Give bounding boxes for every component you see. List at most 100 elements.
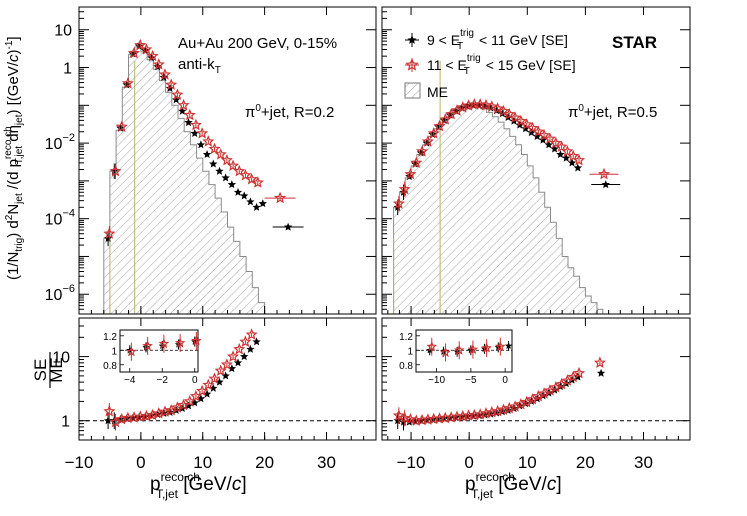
data-point — [274, 191, 287, 204]
data-point — [233, 342, 246, 355]
y-tick-label: 1 — [63, 61, 72, 78]
data-point — [427, 127, 440, 139]
panel-label-right: π0+jet, R=0.5 — [568, 103, 657, 121]
data-point — [233, 187, 243, 196]
data-point — [202, 150, 212, 159]
data-point — [183, 108, 196, 121]
data-point — [561, 145, 574, 157]
data-point — [214, 364, 227, 376]
data-point — [221, 173, 230, 182]
inset-data-point — [453, 344, 465, 355]
inset-y-tick-label: 0.8 — [103, 361, 117, 372]
data-point — [520, 118, 533, 130]
data-point — [597, 167, 611, 180]
data-point — [177, 98, 190, 111]
data-point — [252, 202, 261, 211]
inset-frame — [119, 329, 199, 373]
data-point — [121, 77, 134, 89]
ratio-numerator: SE — [31, 359, 50, 382]
inset-data-point — [467, 344, 479, 355]
data-point — [544, 140, 553, 149]
data-point — [421, 413, 434, 425]
algorithm-label: anti-kT — [178, 56, 221, 76]
x-tick-label: −10 — [397, 453, 426, 472]
data-point — [209, 159, 218, 168]
data-point — [526, 121, 539, 134]
data-point — [404, 167, 417, 180]
data-point — [178, 106, 187, 115]
data-point — [196, 127, 209, 139]
me-histogram-area — [103, 46, 266, 314]
series-right-top-1 — [392, 98, 619, 212]
data-point — [146, 49, 159, 62]
data-point — [392, 197, 405, 209]
x-axis-label-left: preco,ch T,jet [GeV/c] — [150, 470, 247, 501]
data-point — [103, 227, 116, 239]
data-point — [189, 118, 202, 131]
legend: 9 < Etrig T < 11 GeV [SE] 11 < Etrig T < 1… — [404, 28, 576, 100]
data-point — [190, 129, 199, 138]
y-tick-label: 10−4 — [45, 208, 75, 229]
inset-data-point — [481, 342, 492, 353]
x-tick-label: 0 — [464, 453, 473, 472]
data-point — [433, 119, 446, 132]
data-point — [550, 144, 559, 153]
legend-entry-1: 9 < Etrig T < 11 GeV [SE] — [427, 28, 568, 52]
data-point — [134, 38, 147, 51]
data-point — [134, 410, 147, 422]
inset-y-tick-label: 1 — [407, 346, 413, 357]
data-point — [462, 99, 475, 111]
x-tick-label: 20 — [576, 453, 595, 472]
data-point — [509, 111, 522, 123]
data-point — [208, 372, 221, 384]
data-point — [258, 199, 267, 208]
data-point — [485, 405, 498, 418]
data-point — [158, 68, 172, 80]
data-point — [214, 148, 227, 160]
data-point — [202, 378, 215, 391]
data-point — [171, 88, 184, 101]
x-tick-label: 10 — [193, 453, 212, 472]
data-point — [480, 406, 493, 419]
data-point — [227, 159, 240, 171]
me-histogram-layer — [103, 46, 615, 314]
inset-data-point — [495, 341, 506, 352]
inset-x-tick-label: −5 — [465, 375, 477, 386]
data-point — [140, 43, 153, 55]
data-point — [245, 328, 258, 340]
data-point — [596, 368, 606, 377]
data-point — [601, 180, 610, 189]
data-point — [220, 358, 233, 370]
experiment-label: STAR — [612, 33, 657, 52]
inset-data-point — [440, 346, 451, 358]
data-point — [239, 169, 252, 181]
data-point — [233, 164, 246, 177]
data-point — [103, 404, 116, 417]
y-tick-label: 10−6 — [45, 283, 75, 304]
series-left-ratio-1 — [103, 328, 258, 431]
legend-swatch-me — [404, 82, 421, 99]
inset-y-tick-label: 1.2 — [103, 332, 117, 343]
data-point — [398, 182, 411, 195]
x-tick-label: 0 — [136, 453, 145, 472]
me-histogram-left-top — [103, 46, 266, 314]
data-point — [393, 416, 402, 425]
y-axis-label-ratio: SE ME — [31, 352, 66, 388]
data-point — [283, 222, 293, 231]
data-point — [468, 408, 481, 421]
data-point — [184, 118, 193, 127]
data-point — [239, 335, 252, 347]
data-point — [220, 153, 233, 166]
x-tick-label: 20 — [255, 453, 274, 472]
legend-star-black — [407, 35, 417, 44]
data-point — [532, 125, 545, 137]
inset-x-tick-label: 0 — [192, 375, 198, 386]
data-point — [485, 100, 498, 112]
data-point — [416, 413, 429, 426]
data-point — [404, 412, 417, 425]
data-point — [421, 135, 434, 147]
data-point — [171, 95, 181, 104]
data-point — [543, 132, 556, 144]
data-point — [410, 156, 423, 168]
data-point — [474, 98, 487, 110]
